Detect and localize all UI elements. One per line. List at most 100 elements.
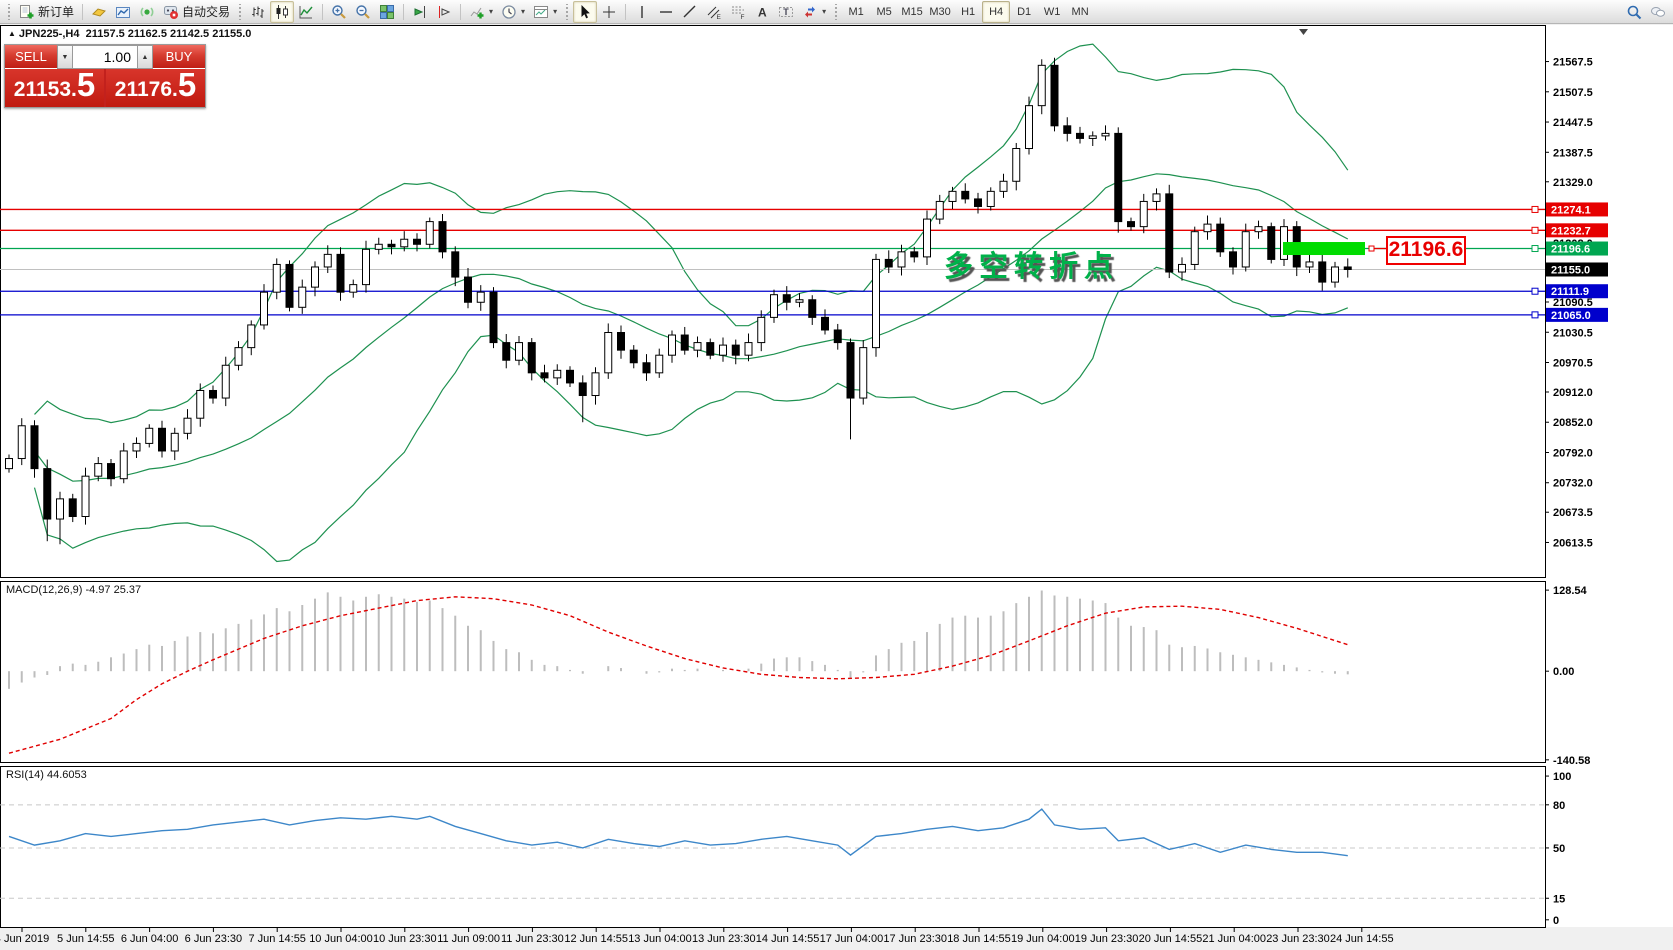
macd-pane[interactable] — [0, 581, 1546, 763]
buy-button[interactable]: BUY — [153, 45, 205, 69]
svg-text:19 Jun 04:00: 19 Jun 04:00 — [1011, 933, 1075, 945]
timeframe-M5[interactable]: M5 — [876, 5, 892, 18]
new-order-button[interactable]: 新订单 — [15, 1, 78, 23]
arrows-button[interactable]: ▾ — [798, 1, 830, 23]
hline-handle[interactable] — [1531, 245, 1539, 253]
buy-price[interactable]: 21176. 5 — [106, 68, 205, 107]
timeframe-M30[interactable]: M30 — [929, 5, 951, 18]
dropdown-caret-icon[interactable]: ▾ — [489, 7, 494, 16]
svg-text:21329.0: 21329.0 — [1553, 177, 1593, 189]
templates-button[interactable]: ▾ — [529, 1, 561, 23]
fibonacci-button[interactable]: F — [726, 1, 750, 23]
volume-input[interactable] — [73, 45, 137, 69]
svg-text:6 Jun 04:00: 6 Jun 04:00 — [121, 933, 179, 945]
horizontal-line-button[interactable] — [654, 1, 678, 23]
clock-icon — [502, 4, 516, 19]
search-icon — [1627, 5, 1642, 19]
svg-text:20912.0: 20912.0 — [1553, 387, 1593, 399]
hline-handle[interactable] — [1531, 287, 1539, 295]
buy-price-dot: . — [172, 78, 178, 101]
rsi-pane[interactable] — [0, 766, 1546, 928]
bar-chart-icon — [252, 6, 264, 18]
toolbar-separator — [403, 3, 405, 20]
zoom-in-button[interactable] — [327, 1, 351, 23]
svg-text:20732.0: 20732.0 — [1553, 478, 1593, 490]
timeframe-MN[interactable]: MN — [1071, 5, 1089, 18]
arrows-icon — [805, 6, 816, 17]
sell-button[interactable]: SELL — [5, 45, 57, 69]
auto-scroll-icon — [414, 5, 426, 18]
hline-handle[interactable] — [1531, 226, 1539, 234]
svg-text:0: 0 — [1553, 915, 1559, 927]
chart-shift-icon — [439, 5, 451, 18]
svg-text:13 Jun 04:00: 13 Jun 04:00 — [628, 933, 692, 945]
toolbar-separator — [460, 3, 462, 20]
text-label-button[interactable]: T — [774, 1, 798, 23]
text-button[interactable]: A — [750, 1, 774, 23]
search-button[interactable] — [1622, 1, 1646, 23]
timeframe-H4[interactable]: H4 — [982, 0, 1011, 23]
timeframe-M15[interactable]: M15 — [901, 5, 923, 18]
tile-windows-button[interactable] — [375, 1, 399, 23]
toolbar-drag-handle — [565, 3, 570, 20]
macd-signal-line — [8, 596, 1349, 754]
svg-text:7 Jun 14:55: 7 Jun 14:55 — [248, 933, 306, 945]
timeframe-W1[interactable]: W1 — [1043, 5, 1061, 18]
hline-handle[interactable] — [1531, 311, 1539, 319]
svg-text:21274.1: 21274.1 — [1551, 204, 1591, 216]
dropdown-caret-icon[interactable]: ▾ — [822, 7, 827, 16]
cursor-button[interactable] — [573, 0, 598, 23]
highlight-bar[interactable] — [1283, 242, 1365, 256]
market-watch-button[interactable] — [87, 1, 111, 23]
chart-candles-button[interactable] — [270, 0, 295, 23]
periods-button[interactable]: ▾ — [497, 1, 529, 23]
symbol-collapse-icon[interactable]: ▲ — [8, 29, 16, 38]
symbol-ohlc: 21157.5 21162.5 21142.5 21155.0 — [85, 28, 252, 40]
vertical-line-button[interactable] — [630, 1, 654, 23]
flag-anchor[interactable] — [1368, 245, 1375, 252]
autotrading-button[interactable]: 自动交易 — [159, 1, 234, 23]
toolbar-drag-handle — [238, 3, 243, 20]
crosshair-button[interactable] — [597, 1, 621, 23]
chart-shift-marker[interactable] — [1299, 29, 1308, 35]
svg-text:24 Jun 14:55: 24 Jun 14:55 — [1330, 933, 1394, 945]
volume-decrease-button[interactable]: ▼ — [57, 45, 73, 69]
dropdown-caret-icon[interactable]: ▾ — [553, 7, 558, 16]
volume-increase-button[interactable]: ▲ — [137, 45, 153, 69]
new-chart-button[interactable] — [111, 1, 135, 23]
trendline-button[interactable] — [678, 1, 702, 23]
chart-text-annotation[interactable]: 多空转折点 — [944, 251, 1120, 283]
chat-icon — [1651, 6, 1665, 17]
chart-line-button[interactable] — [294, 1, 318, 23]
svg-text:21447.5: 21447.5 — [1553, 117, 1593, 129]
dropdown-caret-icon[interactable]: ▾ — [521, 7, 526, 16]
equidistant-channel-button[interactable]: E — [702, 1, 726, 23]
signals-button[interactable] — [135, 1, 159, 23]
indicators-icon — [470, 7, 484, 18]
hline-handle[interactable] — [1531, 205, 1539, 213]
auto-scroll-button[interactable] — [408, 1, 432, 23]
svg-text:21155.0: 21155.0 — [1551, 264, 1590, 276]
sell-price[interactable]: 21153. 5 — [5, 66, 104, 107]
svg-text:21065.0: 21065.0 — [1551, 310, 1591, 322]
timeframe-D1[interactable]: D1 — [1017, 5, 1032, 18]
price-flag-label[interactable]: 21196.6 — [1386, 235, 1466, 265]
chart-bars-button[interactable] — [246, 1, 270, 23]
chat-button[interactable] — [1646, 1, 1670, 23]
svg-text:18 Jun 14:55: 18 Jun 14:55 — [947, 933, 1011, 945]
svg-text:21111.9: 21111.9 — [1551, 286, 1589, 298]
candlestick-icon — [276, 4, 289, 19]
svg-text:20613.5: 20613.5 — [1553, 537, 1593, 549]
sell-price-fraction: 5 — [76, 66, 96, 103]
indicators-button[interactable]: ▾ — [465, 1, 497, 23]
timeframe-M1[interactable]: M1 — [848, 5, 864, 18]
new-chart-icon — [116, 6, 131, 18]
svg-text:-140.58: -140.58 — [1553, 755, 1590, 767]
timeframe-H1[interactable]: H1 — [961, 5, 976, 18]
zoom-out-button[interactable] — [351, 1, 375, 23]
chart-shift-button[interactable] — [432, 1, 456, 23]
svg-text:21507.5: 21507.5 — [1553, 87, 1593, 99]
svg-text:5 Jun 14:55: 5 Jun 14:55 — [57, 933, 115, 945]
